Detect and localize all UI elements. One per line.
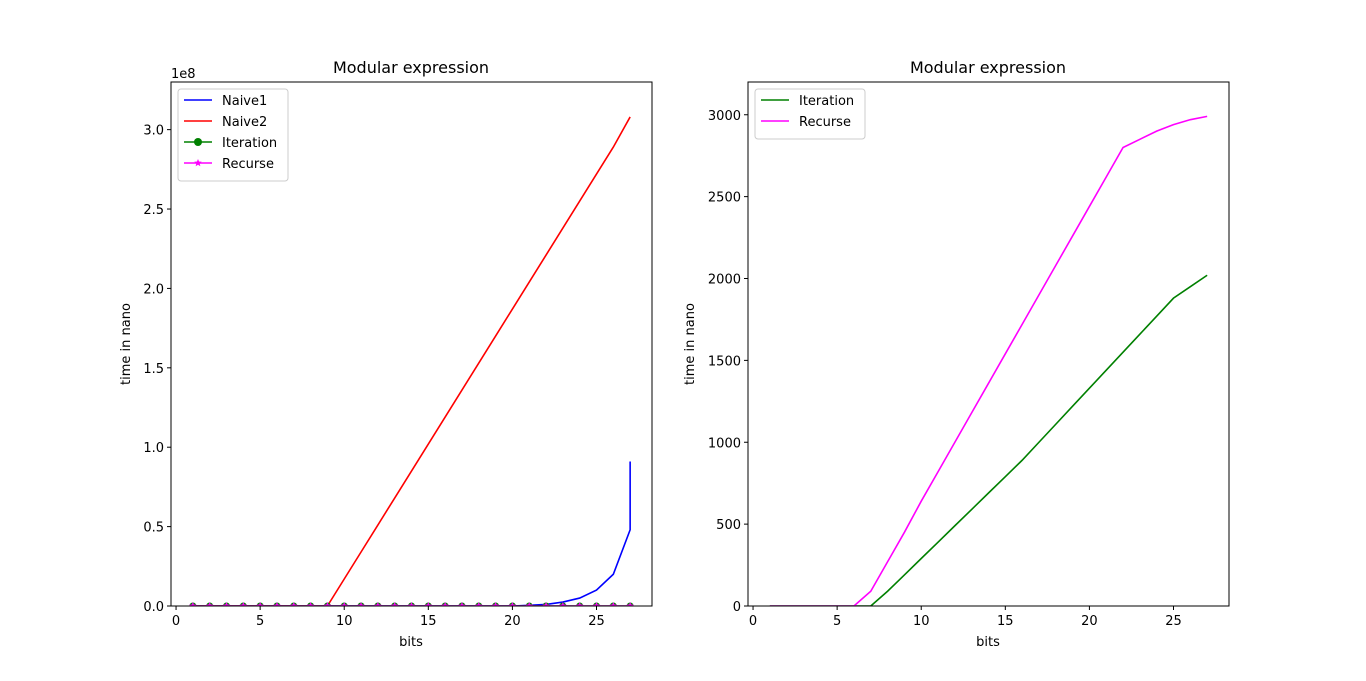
series-point-recurse [609,602,618,606]
chart-right-xtick-label: 10 [913,614,930,629]
chart-left-ytick-label: 1.0 [143,441,164,456]
chart-right-ylabel: time in nano [683,303,698,385]
chart-right-ytick-label: 2000 [708,273,741,288]
series-point-recurse [205,602,214,606]
series-line-naive1 [192,461,631,606]
chart-left-xlabel: bits [399,635,423,650]
series-point-recurse [374,602,382,606]
series-point-recurse [626,602,634,606]
chart-right-ytick-label: 3000 [708,109,741,124]
chart-left-xtick-label: 25 [588,614,605,629]
series-point-recurse [559,602,567,606]
chart-right-title: Modular expression [910,58,1066,77]
chart-left-legend: Naive1 Naive2 Iteration Recurse [177,88,289,182]
series-point-recurse [357,602,365,606]
chart-left-xtick-label: 5 [256,614,264,629]
chart-left-xtick-label: 15 [420,614,437,629]
series-point-recurse [390,602,399,606]
chart-right: Modular expression bits time in nano 0 5 1… [683,58,1230,650]
chart-right-ytick-label: 1500 [708,354,741,369]
series-point-recurse [306,602,315,606]
series-point-recurse [592,602,601,606]
series-point-recurse [508,602,517,606]
chart-left-plot-lines [189,116,634,606]
chart-left-ytick-label: 0.0 [143,600,164,615]
chart-left-axes-frame [170,81,653,607]
chart-left: Modular expression 1e8 bits time in nano… [119,58,653,650]
chart-right-ytick-label: 500 [716,518,741,533]
chart-left-ylabel: time in nano [119,303,134,385]
series-point-recurse [474,602,483,606]
chart-right-legend-box [754,88,866,140]
chart-left-legend-label: Naive1 [222,94,267,109]
series-point-recurse [323,602,332,606]
series-point-recurse [256,602,264,606]
series-point-recurse [407,602,416,606]
chart-right-xtick-label: 25 [1165,614,1182,629]
series-point-recurse [525,602,534,606]
chart-left-ytick-label: 0.5 [143,521,164,536]
chart-left-legend-label: Recurse [222,157,274,172]
chart-left-legend-box [177,88,289,182]
series-point-recurse [575,602,584,606]
chart-right-plot-lines [769,115,1208,606]
series-point-recurse [222,602,231,606]
chart-right-legend-label: Iteration [799,94,854,109]
chart-left-xtick-label: 0 [172,614,180,629]
chart-left-ytick-label: 2.0 [143,282,164,297]
chart-right-ticks: 0 5 10 15 20 25 0 500 1000 1500 2000 2500 3000 [708,109,1182,629]
chart-left-xtick-label: 20 [504,614,521,629]
chart-right-xlabel: bits [976,635,1000,650]
chart-left-xtick-label: 10 [336,614,353,629]
chart-right-ytick-label: 2500 [708,191,741,206]
series-point-recurse [239,602,248,606]
series-point-recurse [424,602,433,606]
series-point-recurse [542,602,550,606]
series-line-naive2 [192,116,631,606]
chart-right-xtick-label: 15 [997,614,1014,629]
series-point-recurse [340,602,349,606]
chart-left-ticks: 0 5 10 15 20 25 0.0 0.5 1.0 1.5 2.0 2.5 3.0 [143,124,604,629]
series-point-recurse [189,602,197,606]
chart-right-legend-label: Recurse [799,115,851,130]
series-point-recurse [441,602,449,606]
chart-right-xtick-label: 0 [749,614,757,629]
chart-left-title: Modular expression [333,58,489,77]
chart-right-axes-frame [747,81,1230,607]
series-point-recurse [289,602,298,606]
chart-right-xtick-label: 20 [1081,614,1098,629]
series-line-iteration [769,274,1208,606]
chart-left-ytick-label: 3.0 [143,124,164,139]
chart-left-ytick-label: 1.5 [143,362,164,377]
chart-right-ytick-label: 0 [733,600,741,615]
series-point-recurse [273,602,281,606]
chart-left-legend-label: Naive2 [222,115,267,130]
chart-right-legend: Iteration Recurse [754,88,866,140]
series-point-recurse [491,602,500,606]
chart-left-offset-text: 1e8 [171,67,196,82]
chart-left-legend-marker [194,138,202,146]
chart-left-ytick-label: 2.5 [143,203,164,218]
chart-right-ytick-label: 1000 [708,436,741,451]
series-line-recurse [769,115,1208,606]
chart-left-legend-marker [194,159,202,167]
chart-right-xtick-label: 5 [833,614,841,629]
chart-left-legend-label: Iteration [222,136,277,151]
series-point-recurse [458,602,466,606]
